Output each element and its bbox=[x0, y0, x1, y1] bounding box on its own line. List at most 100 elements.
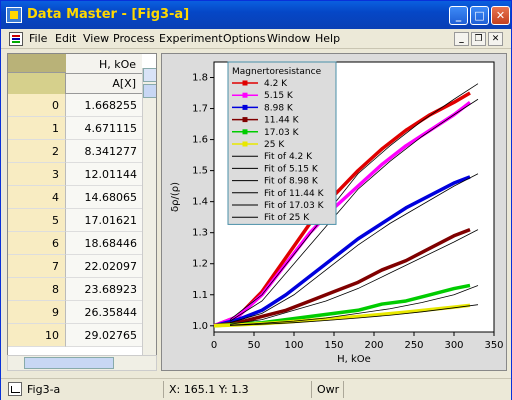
legend-entry: Fit of 11.44 K bbox=[264, 189, 325, 199]
series-line bbox=[213, 100, 472, 328]
legend-entry: Fit of 5.15 K bbox=[264, 164, 319, 174]
doc-restore-button[interactable]: ❐ bbox=[471, 32, 486, 46]
cell-value[interactable]: 8.341277 bbox=[66, 140, 142, 163]
maximize-button[interactable]: □ bbox=[470, 6, 489, 25]
row-index[interactable]: 8 bbox=[8, 278, 66, 301]
minimize-button[interactable]: _ bbox=[449, 6, 468, 25]
horizontal-scrollbar[interactable] bbox=[7, 355, 157, 371]
row-index[interactable]: 2 bbox=[8, 140, 66, 163]
cell-value[interactable]: 17.01621 bbox=[66, 209, 142, 232]
row-index[interactable]: 1 bbox=[8, 117, 66, 140]
window-title: Data Master - [Fig3-a] bbox=[27, 7, 190, 22]
y-tick-label: 1.7 bbox=[192, 104, 208, 115]
row-index[interactable]: 10 bbox=[8, 324, 66, 347]
legend-entry: 4.2 K bbox=[264, 79, 288, 89]
fit-line bbox=[229, 98, 479, 322]
row-index[interactable]: 0 bbox=[8, 94, 66, 117]
series-line bbox=[213, 175, 471, 328]
y-tick-label: 1.4 bbox=[192, 197, 208, 208]
menu-window[interactable]: Window bbox=[267, 32, 311, 45]
menu-file[interactable]: File bbox=[29, 32, 48, 45]
menu-view[interactable]: View bbox=[83, 32, 110, 45]
status-separator bbox=[163, 381, 164, 398]
row-index[interactable]: 9 bbox=[8, 301, 66, 324]
legend-title: Magnertoresistance bbox=[232, 67, 322, 77]
menu-options[interactable]: Options bbox=[223, 32, 266, 45]
cell-value[interactable]: 26.35844 bbox=[66, 301, 142, 324]
plot-panel[interactable]: 0 50 100 150 200 250 300 350 1.0 1.1 1.2 1.3 1.4 1.5 1… bbox=[161, 53, 507, 371]
cell-value[interactable]: 18.68446 bbox=[66, 232, 142, 255]
legend-marker bbox=[242, 92, 248, 98]
worksheet-corner[interactable] bbox=[8, 54, 66, 94]
row-index[interactable]: 5 bbox=[8, 209, 66, 232]
legend-entry: 11.44 K bbox=[264, 116, 300, 126]
row-index[interactable]: 3 bbox=[8, 163, 66, 186]
y-axis-label: δρ/(ρ) bbox=[170, 182, 181, 212]
document-icon[interactable] bbox=[9, 32, 23, 46]
legend-entry: Fit of 8.98 K bbox=[264, 177, 319, 187]
worksheet: H, kOe A[X] 0 1.668255 1 4.671115 2 8.341277 3… bbox=[7, 53, 157, 371]
y-tick-label: 1.3 bbox=[192, 228, 208, 239]
series-line bbox=[213, 227, 471, 328]
cell-value[interactable]: 23.68923 bbox=[66, 278, 142, 301]
legend-entry: 8.98 K bbox=[264, 103, 294, 113]
legend-entry: 17.03 K bbox=[264, 128, 300, 138]
fit-line bbox=[229, 304, 479, 326]
row-index[interactable]: 4 bbox=[8, 186, 66, 209]
legend-entry: Fit of 4.2 K bbox=[264, 152, 313, 162]
x-tick-label: 200 bbox=[364, 340, 383, 351]
cell-value[interactable]: 14.68065 bbox=[66, 186, 142, 209]
column-header-label[interactable]: A[X] bbox=[66, 74, 142, 94]
status-separator bbox=[343, 381, 344, 398]
cell-value[interactable]: 1.668255 bbox=[66, 94, 142, 117]
menu-help[interactable]: Help bbox=[315, 32, 341, 45]
menu-bar: File Edit View Process Experiment Option… bbox=[1, 29, 511, 49]
cell-value[interactable]: 4.671115 bbox=[66, 117, 142, 140]
x-tick-label: 150 bbox=[324, 340, 343, 351]
x-tick-label: 100 bbox=[284, 340, 303, 351]
y-tick-label: 1.2 bbox=[192, 259, 208, 270]
x-tick-label: 0 bbox=[211, 340, 217, 351]
cell-value[interactable]: 12.01144 bbox=[66, 163, 142, 186]
doc-minimize-button[interactable]: _ bbox=[454, 32, 469, 46]
scroll-up-arrow[interactable] bbox=[143, 68, 156, 82]
column-header-name[interactable]: H, kOe bbox=[66, 54, 142, 74]
status-separator bbox=[311, 381, 312, 398]
legend-marker bbox=[242, 80, 248, 86]
y-tick-label: 1.6 bbox=[192, 135, 208, 146]
title-bar[interactable]: Data Master - [Fig3-a] _ □ ✕ bbox=[1, 1, 511, 29]
scroll-thumb[interactable] bbox=[143, 84, 156, 98]
row-index[interactable]: 6 bbox=[8, 232, 66, 255]
legend-entry: 25 K bbox=[264, 140, 285, 150]
cell-value[interactable]: 22.02097 bbox=[66, 255, 142, 278]
y-tick-label: 1.0 bbox=[192, 321, 208, 332]
x-tick-label: 50 bbox=[248, 340, 261, 351]
magnetoresistance-chart[interactable]: 0 50 100 150 200 250 300 350 1.0 1.1 1.2 1.3 1.4 1.5 1… bbox=[162, 54, 506, 370]
fit-line bbox=[229, 173, 479, 324]
row-index[interactable]: 7 bbox=[8, 255, 66, 278]
graph-icon bbox=[8, 382, 22, 396]
x-tick-label: 250 bbox=[404, 340, 423, 351]
y-tick-label: 1.1 bbox=[192, 290, 208, 301]
cell-value[interactable]: 29.02765 bbox=[66, 324, 142, 347]
legend-marker bbox=[242, 104, 248, 110]
legend-entry: Fit of 25 K bbox=[264, 213, 310, 223]
menu-process[interactable]: Process bbox=[113, 32, 155, 45]
x-axis-label: H, kOe bbox=[337, 354, 371, 365]
fit-line bbox=[229, 229, 479, 325]
status-mode: Owr bbox=[317, 383, 340, 396]
doc-close-button[interactable]: ✕ bbox=[488, 32, 503, 46]
fit-line bbox=[229, 285, 479, 326]
close-button[interactable]: ✕ bbox=[491, 6, 510, 25]
vertical-scrollbar[interactable] bbox=[142, 68, 156, 370]
app-icon[interactable] bbox=[6, 7, 22, 23]
x-tick-label: 350 bbox=[484, 340, 503, 351]
menu-edit[interactable]: Edit bbox=[55, 32, 77, 45]
legend-marker bbox=[242, 141, 248, 147]
y-tick-label: 1.8 bbox=[192, 73, 208, 84]
horizontal-scroll-thumb[interactable] bbox=[24, 357, 114, 369]
x-tick-label: 300 bbox=[444, 340, 463, 351]
menu-experiment[interactable]: Experiment bbox=[159, 32, 223, 45]
status-doc-name: Fig3-a bbox=[27, 383, 61, 396]
